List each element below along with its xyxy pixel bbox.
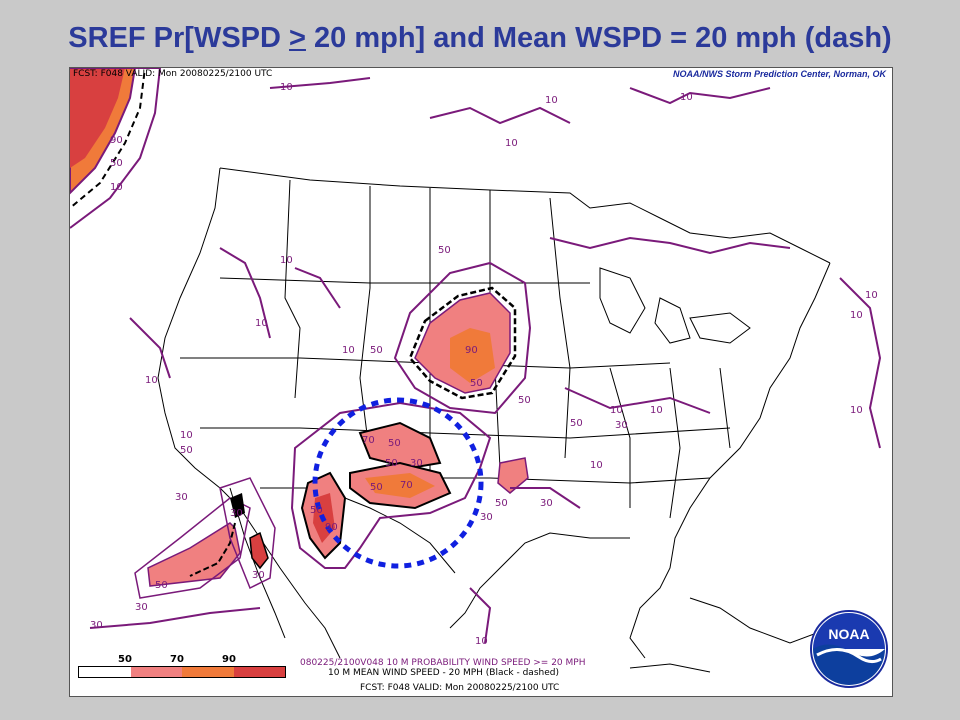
- legend-tick-70: 70: [170, 654, 184, 665]
- legend-tick-90: 90: [222, 654, 236, 665]
- svg-text:50: 50: [570, 418, 583, 429]
- svg-text:10: 10: [545, 95, 558, 106]
- svg-text:50: 50: [470, 378, 483, 389]
- contour-labels: 10 10 10 10 90 50 10 10 10 10 10 10 50 1…: [90, 82, 878, 647]
- svg-text:90: 90: [110, 135, 123, 146]
- svg-text:50: 50: [110, 158, 123, 169]
- svg-text:50: 50: [518, 395, 531, 406]
- svg-text:10: 10: [850, 310, 863, 321]
- svg-text:10: 10: [145, 375, 158, 386]
- svg-text:10: 10: [850, 405, 863, 416]
- footer-mean-caption: 10 M MEAN WIND SPEED - 20 MPH (Black - d…: [328, 668, 559, 678]
- svg-text:30: 30: [230, 508, 243, 519]
- svg-text:10: 10: [865, 290, 878, 301]
- contour-10-lines: [89, 77, 882, 644]
- footer-valid-time: FCST: F048 VALID: Mon 20080225/2100 UTC: [360, 683, 560, 693]
- svg-text:50: 50: [495, 498, 508, 509]
- footer-probability-caption: 080225/2100V048 10 M PROBABILITY WIND SP…: [300, 658, 586, 668]
- svg-text:30: 30: [252, 570, 265, 581]
- svg-text:50: 50: [385, 458, 398, 469]
- svg-text:10: 10: [650, 405, 663, 416]
- svg-text:10: 10: [610, 405, 623, 416]
- legend-tick-50: 50: [118, 654, 132, 665]
- svg-text:90: 90: [325, 522, 338, 533]
- svg-text:10: 10: [110, 182, 123, 193]
- probability-region-northwest: [70, 68, 162, 229]
- map-borders: [157, 167, 831, 673]
- highlight-circle: [312, 397, 484, 569]
- svg-text:10: 10: [180, 430, 193, 441]
- svg-text:70: 70: [400, 480, 413, 491]
- svg-text:10: 10: [255, 318, 268, 329]
- svg-text:50: 50: [310, 505, 323, 516]
- svg-text:30: 30: [135, 602, 148, 613]
- svg-text:70: 70: [362, 435, 375, 446]
- svg-text:10: 10: [590, 460, 603, 471]
- legend-swatch-90: [233, 667, 285, 677]
- svg-text:30: 30: [480, 512, 493, 523]
- noaa-logo-text: NOAA: [828, 626, 869, 642]
- greater-equal-symbol: >: [289, 22, 306, 54]
- probability-legend: [78, 666, 286, 678]
- noaa-logo: NOAA: [810, 610, 888, 688]
- svg-text:30: 30: [175, 492, 188, 503]
- svg-text:30: 30: [410, 458, 423, 469]
- legend-swatch-50: [130, 667, 182, 677]
- svg-text:10: 10: [280, 82, 293, 93]
- slide-title: SREF Pr[WSPD > 20 mph] and Mean WSPD = 2…: [68, 22, 892, 54]
- svg-text:50: 50: [370, 482, 383, 493]
- svg-text:10: 10: [680, 92, 693, 103]
- svg-text:50: 50: [438, 245, 451, 256]
- legend-swatch-70: [182, 667, 234, 677]
- probability-region-baja: [134, 477, 276, 599]
- map-canvas: 10 10 10 10 90 50 10 10 10 10 10 10 50 1…: [70, 68, 882, 673]
- map-header-left: FCST: F048 VALID: Mon 20080225/2100 UTC: [73, 69, 273, 79]
- svg-text:30: 30: [90, 620, 103, 631]
- svg-text:50: 50: [370, 345, 383, 356]
- svg-text:50: 50: [155, 580, 168, 591]
- map-header-credit: NOAA/NWS Storm Prediction Center, Norman…: [672, 69, 886, 79]
- svg-text:50: 50: [388, 438, 401, 449]
- svg-text:50: 50: [180, 445, 193, 456]
- svg-text:30: 30: [540, 498, 553, 509]
- svg-text:10: 10: [475, 636, 488, 647]
- svg-text:10: 10: [505, 138, 518, 149]
- svg-text:10: 10: [280, 255, 293, 266]
- probability-region-plains: [393, 261, 532, 415]
- svg-text:30: 30: [615, 420, 628, 431]
- svg-text:10: 10: [342, 345, 355, 356]
- legend-swatch-0: [79, 667, 131, 677]
- svg-text:90: 90: [465, 345, 478, 356]
- forecast-map: 10 10 10 10 90 50 10 10 10 10 10 10 50 1…: [69, 67, 893, 697]
